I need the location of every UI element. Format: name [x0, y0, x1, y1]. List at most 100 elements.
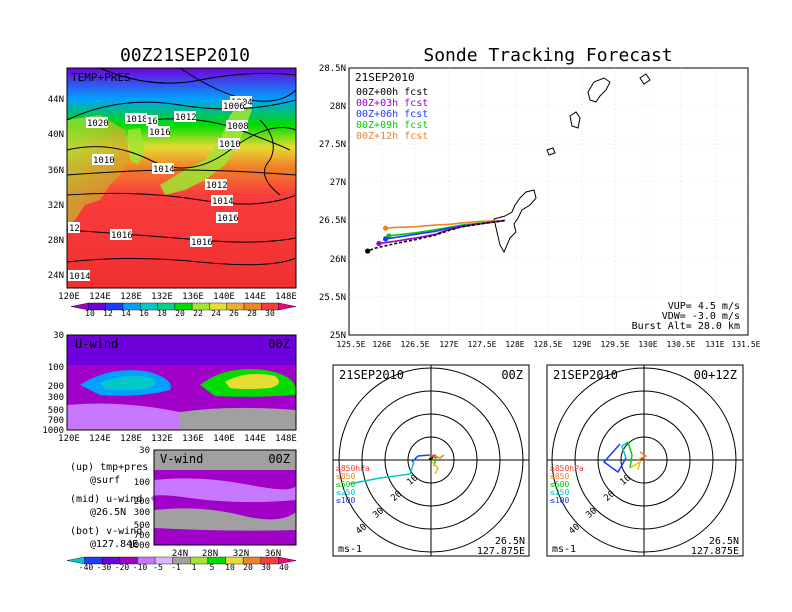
vdw-text: VDW= -3.0 m/s — [662, 311, 740, 322]
track-end-point-3 — [386, 233, 392, 239]
svg-text:24N: 24N — [172, 549, 188, 559]
svg-text:@26.5N: @26.5N — [90, 507, 126, 518]
svg-text:-10: -10 — [133, 563, 148, 572]
svg-text:148E: 148E — [275, 292, 297, 302]
svg-text:(mid) u-wind: (mid) u-wind — [70, 494, 142, 505]
svg-text:16: 16 — [147, 117, 158, 127]
legend-06h: 00Z+06h fcst — [356, 109, 428, 120]
svg-text:130.5E: 130.5E — [667, 340, 696, 349]
v-wind-lat-labels: 24N 28N 32N 36N — [172, 549, 281, 559]
svg-text:24N: 24N — [48, 271, 64, 281]
svg-text:1006: 1006 — [223, 102, 245, 112]
svg-text:27.5N: 27.5N — [319, 140, 346, 150]
svg-text:128.5E: 128.5E — [534, 340, 563, 349]
svg-text:22: 22 — [193, 309, 203, 318]
svg-text:1012: 1012 — [206, 181, 228, 191]
svg-text:126E: 126E — [372, 340, 391, 349]
svg-text:700: 700 — [134, 531, 150, 541]
svg-text:-5: -5 — [153, 563, 163, 572]
svg-text:12: 12 — [69, 224, 80, 234]
u-wind-panel: U-wind 00Z 30 100 200 300 500 700 1000 1… — [42, 331, 297, 444]
svg-text:25N: 25N — [330, 331, 346, 341]
hodo-left-units: ms-1 — [338, 544, 362, 555]
svg-text:132E: 132E — [151, 434, 173, 444]
svg-text:36N: 36N — [48, 166, 64, 176]
svg-text:131E: 131E — [705, 340, 724, 349]
tempColorbar-swatch-12 — [278, 302, 297, 311]
hodo-left-lat: 26.5N — [495, 536, 525, 547]
svg-text:(up) tmp+pres: (up) tmp+pres — [70, 462, 148, 473]
svg-text:120E: 120E — [58, 434, 80, 444]
right-title: Sonde Tracking Forecast — [423, 45, 672, 66]
track-lines — [365, 219, 505, 254]
track-line-4 — [385, 219, 505, 229]
svg-text:1008: 1008 — [227, 122, 249, 132]
svg-text:1010: 1010 — [93, 156, 115, 166]
track-end-point-2 — [382, 236, 389, 242]
svg-text:@127.84E: @127.84E — [90, 539, 138, 550]
svg-text:1014: 1014 — [212, 197, 234, 207]
svg-text:30: 30 — [265, 309, 275, 318]
svg-text:≤500: ≤500 — [550, 480, 569, 489]
svg-text:10: 10 — [85, 309, 95, 318]
svg-text:≤250: ≤250 — [336, 488, 355, 497]
svg-text:30: 30 — [261, 563, 271, 572]
svg-text:25.5N: 25.5N — [319, 293, 346, 303]
svg-text:128E: 128E — [120, 434, 142, 444]
u-wind-lon-labels: 120E 124E 128E 132E 136E 140E 144E 148E — [58, 434, 297, 444]
svg-text:140E: 140E — [213, 434, 235, 444]
svg-text:-30: -30 — [97, 563, 112, 572]
v-wind-low-grey — [154, 508, 296, 531]
svg-text:300: 300 — [134, 508, 150, 518]
svg-text:200: 200 — [48, 382, 64, 392]
svg-text:124E: 124E — [89, 434, 111, 444]
map-land-china — [67, 115, 130, 225]
svg-text:≤100: ≤100 — [336, 496, 355, 505]
hodo-right-trace — [602, 441, 648, 474]
track-end-point-0 — [365, 248, 371, 254]
hodo-right-lat: 26.5N — [709, 536, 739, 547]
svg-text:10: 10 — [225, 563, 235, 572]
track-legend: 00Z+00h fcst 00Z+03h fcst 00Z+06h fcst 0… — [356, 87, 428, 142]
svg-text:129E: 129E — [572, 340, 591, 349]
svg-text:128E: 128E — [505, 340, 524, 349]
svg-text:18: 18 — [157, 309, 167, 318]
svg-text:14: 14 — [121, 309, 131, 318]
svg-text:40N: 40N — [48, 130, 64, 140]
hodo-left-levels: ≥850hPa ≤850 ≤500 ≤250 ≤100 — [336, 464, 370, 505]
svg-text:127E: 127E — [439, 340, 458, 349]
svg-text:32N: 32N — [48, 201, 64, 211]
track-params: VUP= 4.5 m/s VDW= -3.0 m/s Burst Alt= 28… — [632, 301, 740, 332]
map-panel-label: TEMP+PRES — [71, 71, 131, 84]
svg-text:26: 26 — [229, 309, 239, 318]
v-wind-upper-grey — [154, 450, 296, 470]
legend-12h: 00Z+12h fcst — [356, 131, 428, 142]
svg-text:1000: 1000 — [128, 541, 150, 551]
svg-text:28N: 28N — [330, 102, 346, 112]
svg-text:136E: 136E — [182, 434, 204, 444]
svg-text:1010: 1010 — [219, 140, 241, 150]
okinawa-coastline — [493, 73, 651, 254]
svg-text:-40: -40 — [79, 563, 94, 572]
svg-text:32N: 32N — [233, 549, 249, 559]
hodo-right-levels: ≥850hPa ≤850 ≤500 ≤250 ≤100 — [550, 464, 584, 505]
svg-text:≤250: ≤250 — [550, 488, 569, 497]
svg-text:20: 20 — [175, 309, 185, 318]
svg-text:27N: 27N — [330, 178, 346, 188]
svg-text:200: 200 — [134, 497, 150, 507]
svg-text:132E: 132E — [151, 292, 173, 302]
temp-colorbar — [70, 302, 297, 311]
svg-text:1016: 1016 — [111, 231, 133, 241]
svg-text:-1: -1 — [171, 563, 181, 572]
map-lat-labels: 44N 40N 36N 32N 28N 24N — [48, 95, 64, 281]
svg-text:1: 1 — [192, 563, 197, 572]
svg-text:≥850hPa: ≥850hPa — [336, 464, 370, 473]
u-wind-upper-band — [67, 335, 296, 365]
hodo-right-units: ms-1 — [552, 544, 576, 555]
hodo-right-lon: 127.875E — [691, 546, 739, 557]
svg-text:24: 24 — [211, 309, 221, 318]
svg-text:5: 5 — [210, 563, 215, 572]
svg-text:26.5N: 26.5N — [319, 216, 346, 226]
svg-text:1012: 1012 — [175, 113, 197, 123]
